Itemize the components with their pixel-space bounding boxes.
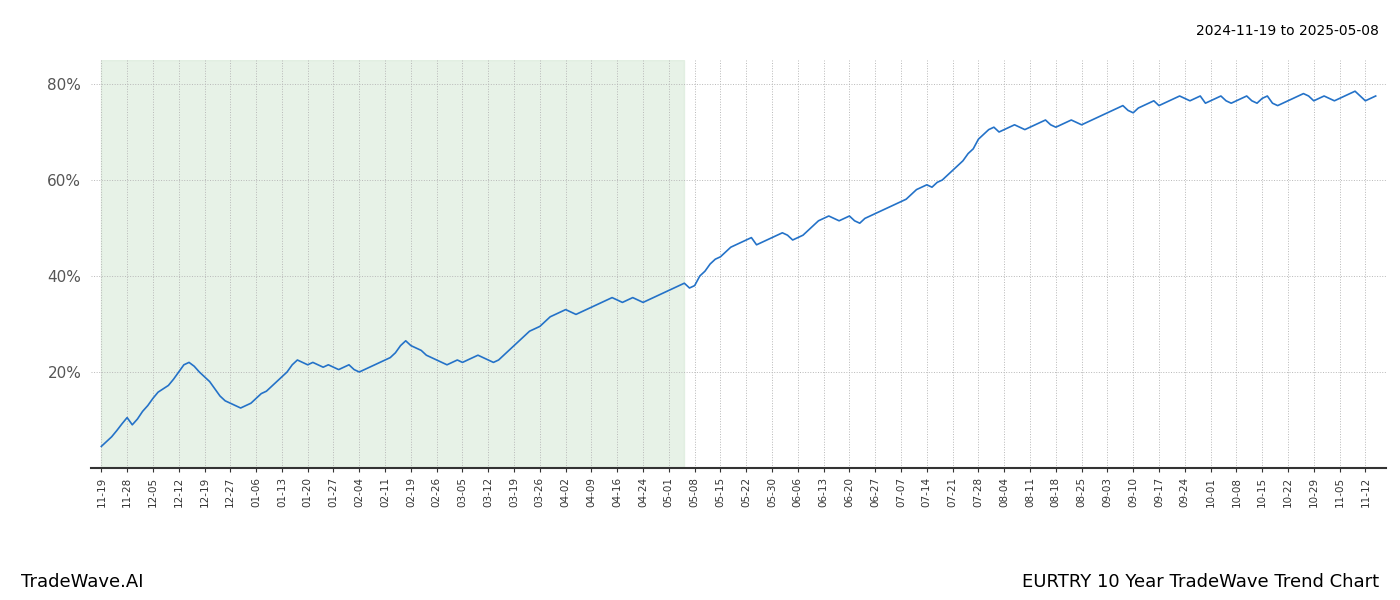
Text: TradeWave.AI: TradeWave.AI <box>21 573 143 591</box>
Text: 2024-11-19 to 2025-05-08: 2024-11-19 to 2025-05-08 <box>1196 24 1379 38</box>
Text: EURTRY 10 Year TradeWave Trend Chart: EURTRY 10 Year TradeWave Trend Chart <box>1022 573 1379 591</box>
Bar <box>101 60 685 468</box>
